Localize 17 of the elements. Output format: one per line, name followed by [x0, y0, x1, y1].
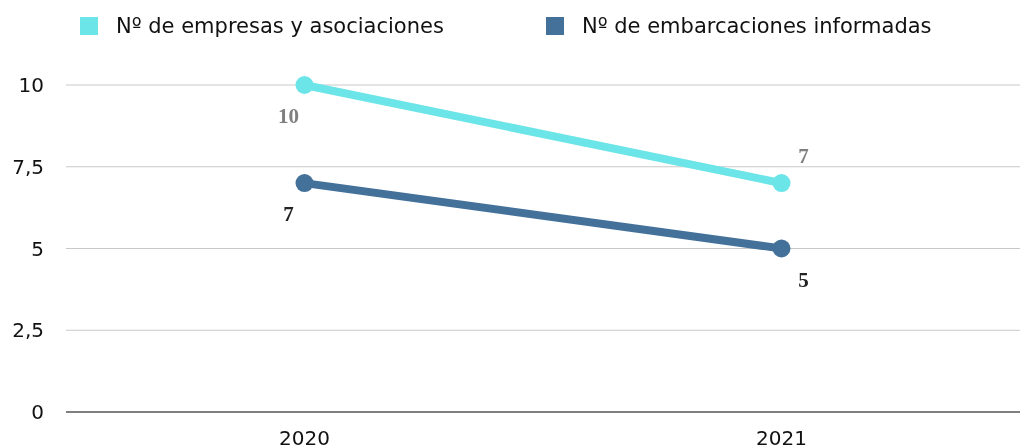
point — [295, 76, 314, 94]
y-tick-label: 7,5 — [12, 154, 44, 179]
x-tick-label: 2020 — [279, 426, 330, 448]
legend-label: Nº de empresas y asociaciones — [116, 14, 444, 39]
y-tick-label: 0 — [31, 400, 44, 424]
y-tick-label: 10 — [18, 73, 44, 97]
y-tick-label: 5 — [31, 236, 44, 261]
data-label: 7 — [283, 202, 294, 227]
x-tick-label: 2021 — [756, 426, 807, 448]
y-tick-label: 2,5 — [12, 318, 44, 343]
legend-label: Nº de embarcaciones informadas — [582, 14, 932, 39]
point — [772, 239, 791, 258]
point — [295, 174, 314, 193]
data-label: 7 — [798, 144, 809, 169]
data-label: 5 — [798, 267, 809, 292]
data-label: 10 — [278, 104, 299, 128]
point — [772, 174, 791, 193]
